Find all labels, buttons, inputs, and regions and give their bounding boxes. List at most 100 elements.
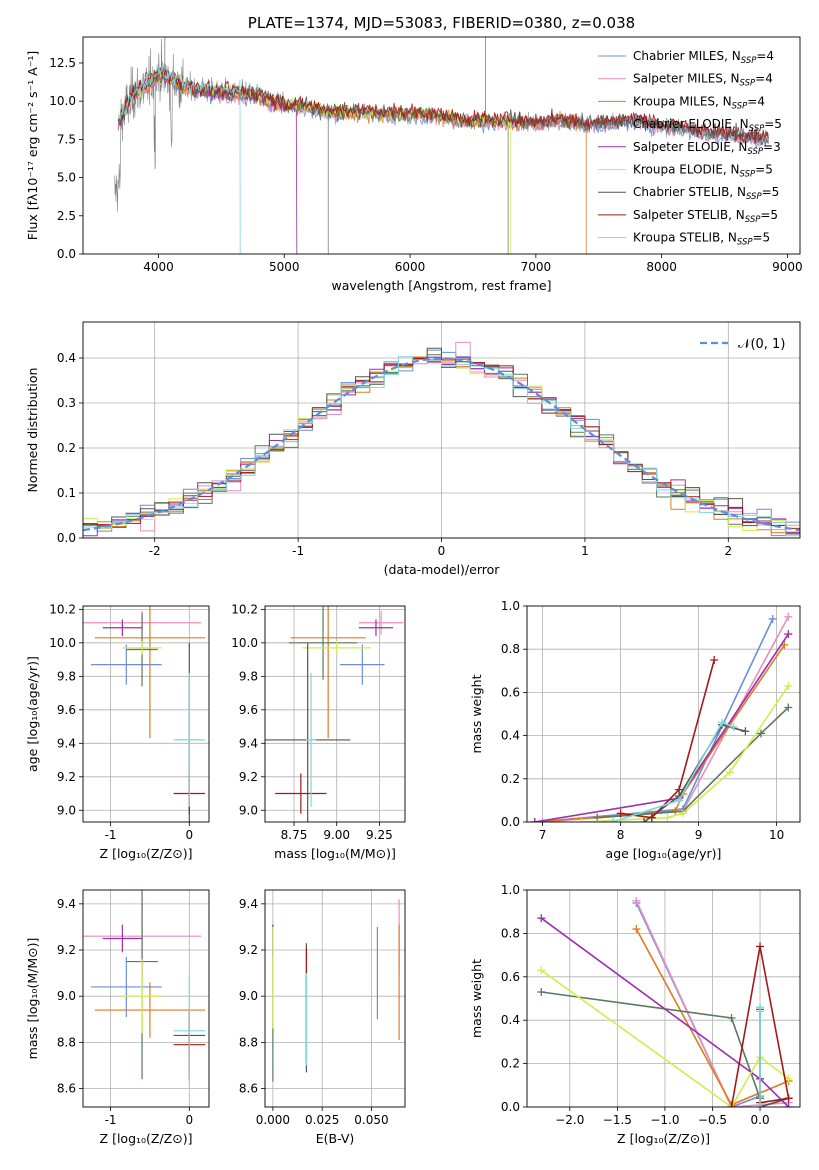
point-marker [675, 796, 684, 805]
point-marker [784, 630, 793, 639]
point-marker [784, 1074, 793, 1083]
panel-mass-vs-z: -1 0 8.6 8.8 9.0 9.2 9.4 Z [log₁₀(Z/Z⊙)] mass [l… [25, 889, 210, 1146]
y-tick-label: 0.2 [501, 772, 520, 786]
series-line [730, 946, 790, 1107]
legend-entry: 𝒩(0, 1) [738, 337, 785, 352]
legend-entry: Chabrier MILES, NSSP=4 [633, 49, 774, 66]
axes-frame [82, 889, 210, 1108]
point-marker [768, 614, 777, 623]
panel-spectrum: 4000 5000 6000 7000 8000 9000 0.0 2.5 5.0 7.5 10.0… [25, 14, 803, 293]
x-tick-label: -1 [105, 828, 117, 842]
point-marker [632, 925, 641, 934]
y-axis-label: mass [log₁₀(M/M⊙)] [25, 938, 40, 1060]
data-point [340, 644, 385, 685]
panel-age-vs-z: -1 0 9.0 9.2 9.4 9.6 9.8 10.0 10.2 Z [log₁₀(Z/Z⊙)… [25, 602, 210, 861]
y-tick-label: 9.2 [239, 770, 258, 784]
data-point [94, 982, 206, 1038]
x-tick-label: −1.0 [650, 1113, 679, 1127]
point-marker [537, 966, 546, 975]
legend: Chabrier MILES, NSSP=4 Salpeter MILES, NS… [598, 49, 782, 248]
plot-area-mass-vs-z [83, 890, 209, 1107]
y-tick-label: 0.8 [501, 642, 520, 656]
y-tick-label: 10.0 [231, 636, 258, 650]
point-marker [537, 987, 546, 996]
y-tick-label: 0.6 [501, 970, 520, 984]
y-tick-label: 9.0 [239, 803, 258, 817]
x-tick-label: 0.0 [751, 1113, 770, 1127]
x-axis-label: wavelength [Angstrom, rest frame] [331, 278, 551, 293]
panel-age-vs-mass: 8.75 9.00 9.25 9.0 9.2 9.4 9.6 9.8 10.0 10.2 mass … [231, 602, 406, 861]
series-line [597, 706, 789, 819]
y-tick-label: 8.8 [57, 1035, 76, 1049]
x-tick-label: 0 [185, 1113, 193, 1127]
x-axis-label: (data-model)/error [384, 562, 501, 577]
x-tick-label: 9.00 [323, 828, 350, 842]
data-point [173, 672, 206, 807]
x-tick-label: 8.75 [281, 828, 308, 842]
y-tick-label: 9.4 [57, 897, 76, 911]
plot-area-age-vs-mass [265, 606, 405, 822]
plot-area-spectrum [114, 37, 769, 254]
model-spectrum-line [117, 64, 241, 254]
point-marker [725, 768, 734, 777]
point-marker [663, 813, 672, 822]
x-tick-label: 6000 [395, 260, 426, 274]
axes-frame [82, 36, 801, 255]
x-tick-label: 0 [185, 828, 193, 842]
point-marker [784, 1103, 793, 1107]
plot-area-mass-weight-vs-age [527, 606, 800, 822]
chart-title: PLATE=1374, MJD=53083, FIBERID=0380, z=0… [248, 14, 635, 32]
point-marker [756, 942, 765, 951]
model-spectrum-line [117, 73, 587, 254]
y-tick-label: 10.0 [49, 94, 76, 108]
legend-entry: Salpeter MILES, NSSP=4 [633, 72, 773, 89]
point-marker [784, 703, 793, 712]
series-line [541, 991, 761, 1099]
model-spectrum-line [117, 68, 512, 254]
x-tick-label: 9000 [772, 260, 803, 274]
point-marker [577, 818, 586, 822]
x-axis-label: Z [log₁₀(Z/Z⊙)] [617, 1131, 710, 1146]
data-point [358, 619, 394, 637]
y-axis-label: age [log₁₀(age/yr)] [25, 656, 40, 772]
data-point [122, 959, 162, 1034]
plot-area-age-vs-z [83, 606, 209, 822]
axes-frame [264, 605, 406, 823]
y-tick-label: 12.5 [49, 56, 76, 70]
y-tick-label: 9.6 [239, 703, 258, 717]
y-axis-label: mass weight [469, 959, 484, 1038]
x-tick-label: 8 [617, 828, 625, 842]
x-tick-label: 0.000 [256, 1113, 290, 1127]
panel-mass-weight-vs-age: 7 8 9 10 0.0 0.2 0.4 0.6 0.8 1.0 age [log₁₀(age/yr… [469, 599, 801, 861]
y-tick-label: 9.4 [239, 736, 258, 750]
y-tick-label: 8.6 [239, 1082, 258, 1096]
y-tick-label: 9.4 [57, 736, 76, 750]
data-point [305, 672, 317, 807]
point-marker [538, 818, 547, 822]
legend-entry: Chabrier STELIB, NSSP=5 [633, 185, 779, 202]
x-tick-label: 9 [695, 828, 703, 842]
legend: 𝒩(0, 1) [700, 337, 785, 352]
y-tick-label: 9.0 [239, 989, 258, 1003]
model-spectrum-line [117, 67, 769, 145]
legend-entry: Kroupa STELIB, NSSP=5 [633, 231, 770, 248]
y-tick-label: 0.3 [57, 396, 76, 410]
data-point [122, 641, 162, 655]
y-tick-label: 9.6 [57, 703, 76, 717]
x-tick-label: 0 [438, 544, 446, 558]
legend-entry: Kroupa MILES, NSSP=4 [633, 94, 765, 111]
y-axis-label: Normed distribution [25, 368, 40, 493]
x-tick-label: 0.050 [354, 1113, 388, 1127]
data-point [102, 924, 143, 953]
y-tick-label: 9.4 [239, 897, 258, 911]
point-marker [616, 809, 625, 818]
x-tick-label: 2 [724, 544, 732, 558]
y-tick-label: 1.0 [501, 599, 520, 613]
x-tick-label: 7000 [521, 260, 552, 274]
y-tick-label: 9.8 [239, 669, 258, 683]
point-marker [608, 818, 617, 822]
y-tick-label: 5.0 [57, 171, 76, 185]
y-tick-label: 0.2 [57, 441, 76, 455]
point-marker [784, 681, 793, 690]
x-axis-label: Z [log₁₀(Z/Z⊙)] [100, 1131, 193, 1146]
